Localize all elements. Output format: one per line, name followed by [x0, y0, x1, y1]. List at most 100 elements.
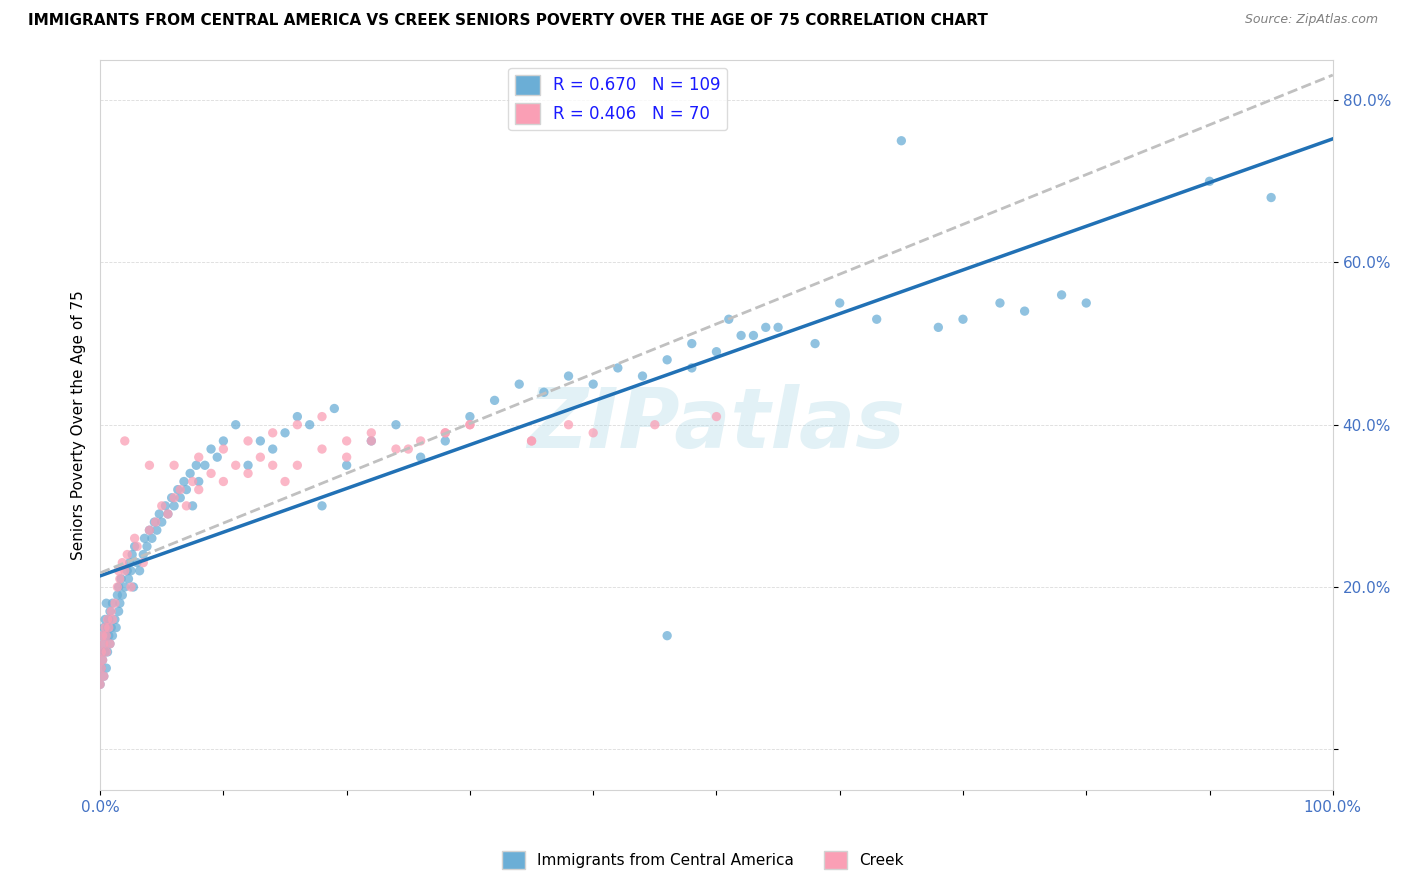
Point — [631, 369, 654, 384]
Point — [89, 677, 111, 691]
Point — [117, 548, 139, 562]
Point — [114, 434, 136, 448]
Point — [458, 409, 481, 424]
Point — [236, 434, 259, 448]
Point — [274, 425, 297, 440]
Point — [311, 499, 333, 513]
Point — [434, 425, 457, 440]
Point — [111, 588, 134, 602]
Point — [360, 434, 382, 448]
Point — [100, 604, 122, 618]
Point — [285, 409, 308, 424]
Point — [311, 442, 333, 456]
Point — [127, 556, 149, 570]
Point — [766, 320, 789, 334]
Point — [90, 645, 112, 659]
Point — [90, 645, 112, 659]
Point — [434, 425, 457, 440]
Point — [520, 434, 543, 448]
Point — [1076, 296, 1098, 310]
Point — [110, 572, 132, 586]
Point — [890, 134, 912, 148]
Point — [97, 629, 120, 643]
Point — [706, 344, 728, 359]
Point — [105, 621, 128, 635]
Point — [98, 637, 121, 651]
Point — [91, 629, 114, 643]
Point — [128, 564, 150, 578]
Point — [93, 669, 115, 683]
Point — [94, 645, 117, 659]
Point — [181, 499, 204, 513]
Point — [101, 596, 124, 610]
Text: IMMIGRANTS FROM CENTRAL AMERICA VS CREEK SENIORS POVERTY OVER THE AGE OF 75 CORR: IMMIGRANTS FROM CENTRAL AMERICA VS CREEK… — [28, 13, 988, 29]
Point — [1260, 190, 1282, 204]
Point — [225, 417, 247, 432]
Point — [146, 523, 169, 537]
Point — [145, 515, 167, 529]
Point — [105, 588, 128, 602]
Point — [96, 661, 118, 675]
Point — [186, 458, 208, 473]
Point — [156, 507, 179, 521]
Point — [606, 360, 628, 375]
Point — [681, 360, 703, 375]
Point — [101, 629, 124, 643]
Point — [187, 450, 209, 465]
Y-axis label: Seniors Poverty Over the Age of 75: Seniors Poverty Over the Age of 75 — [72, 290, 86, 559]
Point — [173, 475, 195, 489]
Point — [582, 377, 605, 392]
Point — [134, 531, 156, 545]
Point — [200, 442, 222, 456]
Point — [207, 450, 229, 465]
Point — [91, 653, 114, 667]
Point — [122, 580, 145, 594]
Point — [93, 637, 115, 651]
Point — [212, 434, 235, 448]
Point — [96, 612, 118, 626]
Point — [323, 401, 346, 416]
Point — [148, 507, 170, 521]
Point — [249, 450, 271, 465]
Point — [96, 621, 118, 635]
Point — [508, 377, 530, 392]
Point — [96, 629, 118, 643]
Point — [1050, 288, 1073, 302]
Point — [533, 385, 555, 400]
Point — [118, 556, 141, 570]
Point — [717, 312, 740, 326]
Point — [285, 417, 308, 432]
Point — [396, 442, 419, 456]
Point — [187, 483, 209, 497]
Point — [108, 572, 131, 586]
Point — [91, 653, 114, 667]
Point — [136, 540, 159, 554]
Point — [582, 425, 605, 440]
Point — [114, 564, 136, 578]
Point — [458, 417, 481, 432]
Point — [706, 409, 728, 424]
Point — [114, 580, 136, 594]
Point — [434, 434, 457, 448]
Point — [98, 637, 121, 651]
Point — [285, 458, 308, 473]
Point — [484, 393, 506, 408]
Legend: R = 0.670   N = 109, R = 0.406   N = 70: R = 0.670 N = 109, R = 0.406 N = 70 — [508, 68, 727, 130]
Point — [169, 483, 191, 497]
Point — [107, 580, 129, 594]
Point — [143, 515, 166, 529]
Point — [105, 580, 128, 594]
Point — [97, 612, 120, 626]
Point — [360, 425, 382, 440]
Point — [520, 434, 543, 448]
Point — [458, 417, 481, 432]
Point — [181, 475, 204, 489]
Point — [155, 499, 177, 513]
Point — [176, 483, 198, 497]
Point — [163, 491, 186, 505]
Point — [225, 458, 247, 473]
Point — [409, 450, 432, 465]
Point — [100, 621, 122, 635]
Point — [108, 596, 131, 610]
Point — [385, 442, 408, 456]
